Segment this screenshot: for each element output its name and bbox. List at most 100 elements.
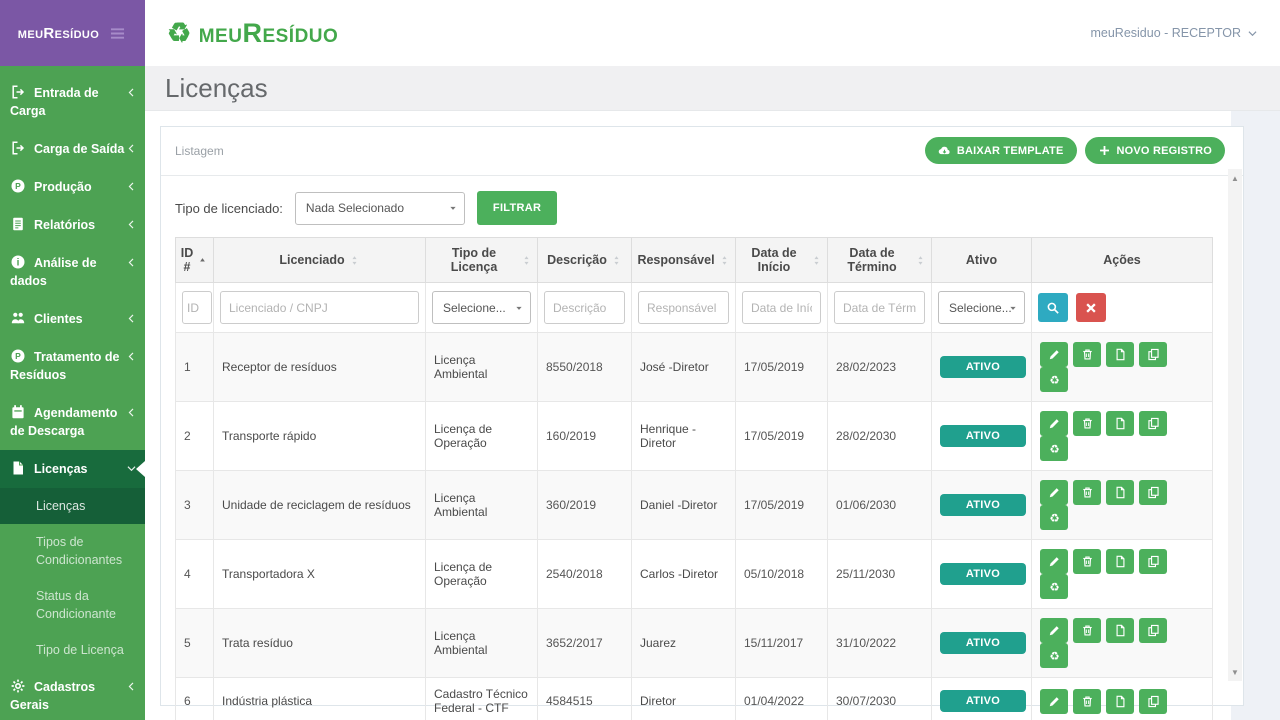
sidebar-item-tratamento-de-residuos[interactable]: Tratamento de Resíduos: [0, 338, 145, 394]
tipo-licenca-filter-select[interactable]: Selecione...: [432, 291, 531, 324]
account-label: meuResiduo - RECEPTOR: [1090, 26, 1241, 40]
file-button[interactable]: [1106, 688, 1134, 714]
cell-data-termino: 25/11/2030: [827, 539, 932, 609]
clear-filters-button[interactable]: [1076, 293, 1107, 322]
cell-data-inicio: 17/05/2019: [735, 470, 828, 540]
delete-button[interactable]: [1073, 688, 1101, 714]
recycle-button[interactable]: [1040, 505, 1068, 530]
pencil-icon: [1048, 486, 1061, 499]
panel-header: Listagem BAIXAR TEMPLATE NOVO REGISTRO: [161, 127, 1243, 176]
sidebar-subitem-status-da-condicionante[interactable]: Status da Condicionante: [36, 589, 116, 621]
sidebar-item-entrada-de-carga[interactable]: Entrada de Carga: [0, 74, 145, 130]
edit-button[interactable]: [1040, 480, 1068, 505]
licenciado-filter-input[interactable]: [220, 291, 419, 324]
data-inicio-filter-input[interactable]: [742, 291, 821, 324]
copy-icon: [1147, 486, 1160, 499]
copy-button[interactable]: [1139, 688, 1167, 714]
delete-button[interactable]: [1073, 411, 1101, 436]
delete-button[interactable]: [1073, 549, 1101, 574]
sidebar-item-agendamento-de-descarga[interactable]: Agendamento de Descarga: [0, 394, 145, 450]
copy-button[interactable]: [1139, 618, 1167, 643]
tipo-licenciado-select[interactable]: Nada Selecionado: [294, 191, 465, 225]
file-button[interactable]: [1106, 618, 1134, 643]
sidebar-item-carga-de-saida[interactable]: Carga de Saída: [0, 130, 145, 168]
sort-ascending-icon: [197, 255, 208, 266]
chevron-left-icon: [126, 351, 137, 362]
sidebar-item-producao[interactable]: Produção: [0, 168, 145, 206]
file-button[interactable]: [1106, 342, 1134, 367]
delete-button[interactable]: [1073, 618, 1101, 643]
delete-button[interactable]: [1073, 480, 1101, 505]
hamburger-menu-icon[interactable]: [108, 24, 127, 43]
copy-button[interactable]: [1139, 342, 1167, 367]
scroll-up-icon[interactable]: ▲: [1231, 173, 1239, 183]
recycle-button[interactable]: [1040, 643, 1068, 668]
sidebar-item-clientes[interactable]: Clientes: [0, 300, 145, 338]
scroll-down-icon[interactable]: ▼: [1231, 667, 1239, 677]
filtrar-button[interactable]: FILTRAR: [476, 191, 558, 225]
ativo-filter-select[interactable]: Selecione...: [938, 291, 1025, 324]
file-button[interactable]: [1106, 411, 1134, 436]
licenses-table: ID # Licenciado Tipo de Licença Descrição Re…: [175, 237, 1213, 720]
pencil-icon: [1048, 555, 1061, 568]
sidebar-item-cadastros-gerais[interactable]: Cadastros Gerais: [0, 668, 145, 720]
sidebar-subitem-tipos-de-condicionantes[interactable]: Tipos de Condicionantes: [36, 535, 123, 567]
recycle-button[interactable]: [1040, 436, 1068, 461]
edit-button[interactable]: [1040, 688, 1068, 714]
sidebar-item-licencas[interactable]: Licenças: [0, 450, 145, 488]
edit-button[interactable]: [1040, 549, 1068, 574]
document-icon: [1114, 624, 1127, 637]
file-button[interactable]: [1106, 480, 1134, 505]
data-termino-filter-input[interactable]: [834, 291, 925, 324]
edit-button[interactable]: [1040, 342, 1068, 367]
search-button[interactable]: [1038, 293, 1068, 322]
recycle-button[interactable]: [1040, 367, 1068, 392]
column-header-descricao[interactable]: Descrição: [537, 237, 632, 283]
vertical-scrollbar[interactable]: ▲ ▼: [1228, 169, 1242, 681]
edit-button[interactable]: [1040, 618, 1068, 643]
copy-button[interactable]: [1139, 549, 1167, 574]
responsavel-filter-input[interactable]: [638, 291, 729, 324]
baixar-template-button[interactable]: BAIXAR TEMPLATE: [924, 137, 1077, 164]
cell-licenciado: Indústria plástica: [213, 677, 426, 720]
cell-responsavel: Carlos -Diretor: [631, 539, 736, 609]
caret-down-icon: [1007, 302, 1019, 314]
sidebar-subitem-licencas[interactable]: Licenças: [0, 488, 145, 524]
copy-button[interactable]: [1139, 411, 1167, 436]
column-header-data-de-termino[interactable]: Data de Término: [827, 237, 932, 283]
table-row: 3 Unidade de reciclagem de resíduos Lice…: [175, 470, 1213, 540]
id-filter-input[interactable]: [182, 291, 212, 324]
sidebar-nav: Entrada de Carga Carga de Saída Produção Re…: [0, 66, 145, 720]
cell-descricao: 2540/2018: [537, 539, 632, 609]
delete-button[interactable]: [1073, 342, 1101, 367]
column-header-data-de-inicio[interactable]: Data de Início: [735, 237, 828, 283]
listagem-label: Listagem: [175, 143, 224, 158]
column-header-tipo-de-licenca[interactable]: Tipo de Licença: [425, 237, 538, 283]
cell-data-termino: 31/10/2022: [827, 608, 932, 678]
column-header-acoes: Ações: [1031, 237, 1213, 283]
sidebar-header: meuResíduo: [0, 0, 145, 66]
table-row: 6 Indústria plástica Cadastro Técnico Fe…: [175, 677, 1213, 720]
table-wrap: ID # Licenciado Tipo de Licença Descrição Re…: [161, 237, 1227, 720]
copy-button[interactable]: [1139, 480, 1167, 505]
cell-data-inicio: 01/04/2022: [735, 677, 828, 720]
account-dropdown[interactable]: meuResiduo - RECEPTOR: [1090, 26, 1258, 40]
column-header-id-[interactable]: ID #: [175, 237, 214, 283]
sidebar-item-analise-de-dados[interactable]: Análise de dados: [0, 244, 145, 300]
file-button[interactable]: [1106, 549, 1134, 574]
column-header-label: Tipo de Licença: [450, 246, 498, 274]
cell-tipo-licenca: Licença Ambiental: [425, 470, 538, 540]
novo-registro-button[interactable]: NOVO REGISTRO: [1084, 137, 1225, 164]
cell-ativo: ATIVO: [931, 332, 1032, 402]
info-icon: [10, 254, 26, 270]
column-header-label: Descrição: [547, 253, 607, 267]
column-header-licenciado[interactable]: Licenciado: [213, 237, 426, 283]
sidebar-item-label: Entrada de Carga: [10, 86, 99, 118]
sidebar-item-relatorios[interactable]: Relatórios: [0, 206, 145, 244]
sort-icon: [521, 255, 532, 266]
recycle-button[interactable]: [1040, 574, 1068, 599]
descricao-filter-input[interactable]: [544, 291, 625, 324]
sidebar-subitem-tipo-de-licenca[interactable]: Tipo de Licença: [36, 643, 124, 657]
column-header-responsavel[interactable]: Responsável: [631, 237, 736, 283]
edit-button[interactable]: [1040, 411, 1068, 436]
